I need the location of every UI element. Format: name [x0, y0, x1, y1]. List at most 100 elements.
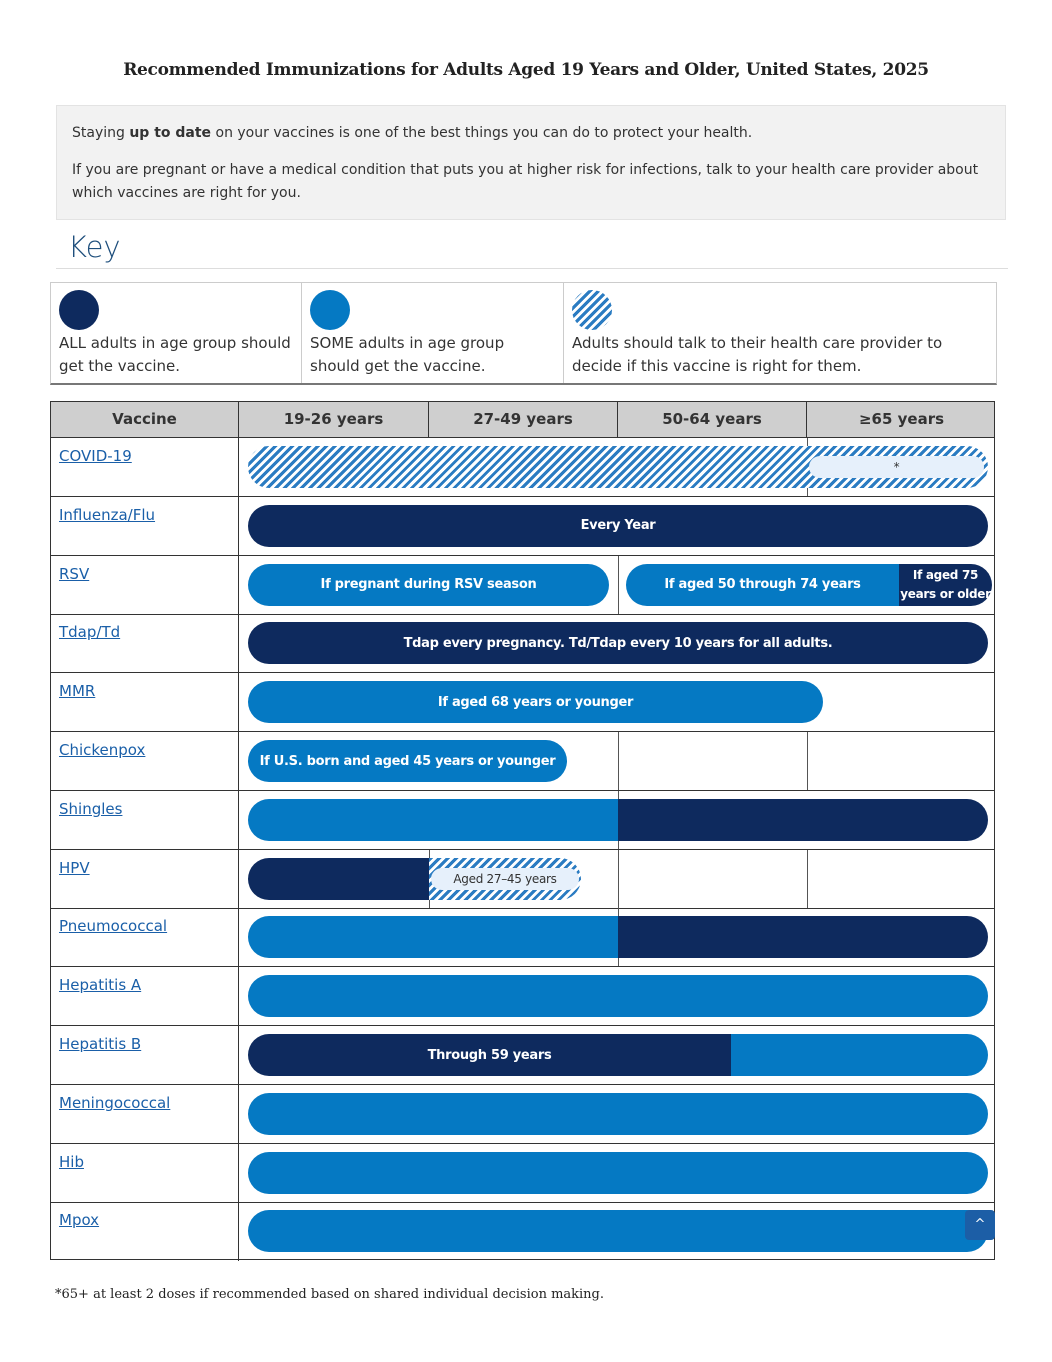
all-adults-bar: Through 59 years [248, 1034, 731, 1076]
some-adults-bar [248, 1151, 988, 1194]
table-row: Hib [51, 1143, 994, 1203]
vaccine-link[interactable]: Pneumococcal [59, 917, 168, 936]
bar-label: Every Year [580, 518, 656, 534]
vaccine-name-cell: Hib [51, 1143, 239, 1202]
all-adults-bar: Every Year [248, 504, 988, 547]
vaccine-name-cell: Mpox [51, 1202, 239, 1262]
key-heading: Key [68, 230, 121, 264]
footnote: *65+ at least 2 doses if recommended bas… [55, 1287, 605, 1302]
bar-label-pill: Aged 27–45 years [431, 867, 579, 890]
some-adults-bar: If pregnant during RSV season [248, 563, 609, 606]
vaccine-name-cell: MMR [51, 673, 239, 732]
all-adults-bar [618, 916, 988, 959]
bar-label: Aged 27–45 years [453, 871, 557, 886]
vaccine-link[interactable]: Tdap/Td [59, 623, 121, 642]
some-adults-bar [248, 1210, 988, 1253]
some-adults-bar [248, 798, 618, 841]
column-divider [807, 849, 808, 908]
page-title: Recommended Immunizations for Adults Age… [123, 60, 929, 80]
table-row: COVID-19 * [51, 438, 994, 497]
intro-box: Staying up to date on your vaccines is o… [56, 105, 1006, 220]
all-adults-bar: Tdap every pregnancy. Td/Tdap every 10 y… [248, 622, 988, 665]
key-talk: Adults should talk to their health care … [564, 283, 996, 383]
vaccine-name-cell: Shingles [51, 790, 239, 849]
table-row: Chickenpox If U.S. born and aged 45 years… [51, 732, 994, 791]
vaccine-name-cell: Hepatitis A [51, 967, 239, 1026]
header-65-plus: ≥65 years [858, 410, 945, 428]
header-27-49: 27-49 years [429, 402, 618, 438]
vaccine-name-cell: Meningococcal [51, 1084, 239, 1143]
bar-label: Through 59 years [427, 1047, 552, 1063]
some-adults-bar [248, 1092, 988, 1135]
all-adults-bar [248, 857, 429, 900]
hatched-circle-icon [572, 290, 612, 330]
some-adults-bar: If aged 68 years or younger [248, 681, 823, 724]
key-all-text: ALL adults in age group should get the v… [59, 334, 291, 375]
vaccine-link[interactable]: Mpox [59, 1211, 100, 1230]
scroll-to-top-button[interactable]: ^ [965, 1210, 995, 1240]
bar-label: If aged 75 years or older [900, 567, 991, 601]
some-adults-bar [248, 975, 988, 1018]
immunization-table: Vaccine 19-26 years 27-49 years 50-64 ye… [50, 401, 995, 1262]
column-divider [807, 732, 808, 790]
vaccine-name-cell: Chickenpox [51, 732, 239, 790]
column-divider [618, 555, 619, 614]
table-row: HPV Aged 27–45 years [51, 849, 994, 909]
divider [56, 268, 1008, 269]
vaccine-link[interactable]: RSV [59, 564, 90, 583]
vaccine-name-cell: RSV [51, 555, 239, 614]
key-talk-text: Adults should talk to their health care … [572, 334, 943, 375]
table-row: Mpox [51, 1202, 994, 1262]
header-19-26: 19-26 years [239, 402, 429, 438]
bar-label-pill: * [809, 456, 984, 478]
bar-label: If U.S. born and aged 45 years or younge… [259, 753, 556, 769]
header-vaccine: Vaccine [51, 402, 239, 438]
vaccine-link[interactable]: COVID-19 [59, 447, 132, 465]
vaccine-name-cell: Pneumococcal [51, 908, 239, 967]
vaccine-name-cell: HPV [51, 849, 239, 908]
vaccine-link[interactable]: Hepatitis B [59, 1035, 142, 1053]
key-legend: ALL adults in age group should get the v… [50, 282, 997, 385]
vaccine-link[interactable]: HPV [59, 858, 90, 877]
light-circle-icon [310, 290, 350, 330]
some-adults-bar [248, 916, 618, 959]
some-adults-bar [731, 1034, 988, 1076]
table-row: Hepatitis A [51, 967, 994, 1027]
table-row: Pneumococcal [51, 908, 994, 968]
vaccine-link[interactable]: Influenza/Flu [59, 505, 156, 524]
column-divider [618, 732, 619, 790]
table-header: Vaccine 19-26 years 27-49 years 50-64 ye… [51, 402, 994, 438]
vaccine-link[interactable]: Hib [59, 1152, 84, 1171]
vaccine-name-cell: Influenza/Flu [51, 496, 239, 555]
table-row: MMR If aged 68 years or younger [51, 673, 994, 733]
key-some: SOME adults in age group should get the … [302, 283, 564, 383]
vaccine-name-cell: Tdap/Td [51, 614, 239, 673]
all-adults-bar [618, 798, 988, 841]
vaccine-name-cell: COVID-19 [51, 438, 239, 496]
bar-label: * [893, 460, 900, 474]
vaccine-link[interactable]: Hepatitis A [59, 976, 142, 995]
vaccine-link[interactable]: Meningococcal [59, 1093, 171, 1112]
vaccine-link[interactable]: Shingles [59, 799, 123, 818]
header-50-64: 50-64 years [618, 402, 807, 438]
bar-label: If aged 50 through 74 years [664, 577, 861, 593]
vaccine-name-cell: Hepatitis B [51, 1026, 239, 1084]
bar-label: Tdap every pregnancy. Td/Tdap every 10 y… [403, 635, 833, 651]
table-row: RSV If pregnant during RSV season If aged … [51, 555, 994, 615]
table-row: Shingles [51, 790, 994, 850]
table-row: Meningococcal [51, 1084, 994, 1144]
some-adults-bar: If U.S. born and aged 45 years or younge… [248, 740, 567, 782]
vaccine-link[interactable]: MMR [59, 682, 96, 701]
some-adults-bar: If aged 50 through 74 years [626, 563, 899, 606]
dark-circle-icon [59, 290, 99, 330]
table-row: Influenza/Flu Every Year [51, 496, 994, 556]
vaccine-link[interactable]: Chickenpox [59, 741, 146, 759]
bar-label: If aged 68 years or younger [437, 694, 634, 710]
bar-label: If pregnant during RSV season [320, 577, 537, 593]
intro-text-2: If you are pregnant or have a medical co… [72, 162, 979, 201]
key-all: ALL adults in age group should get the v… [51, 283, 302, 383]
key-some-text: SOME adults in age group should get the … [310, 334, 505, 375]
all-adults-bar: If aged 75 years or older [899, 563, 992, 606]
column-divider [618, 849, 619, 908]
table-row: Tdap/Td Tdap every pregnancy. Td/Tdap eve… [51, 614, 994, 674]
